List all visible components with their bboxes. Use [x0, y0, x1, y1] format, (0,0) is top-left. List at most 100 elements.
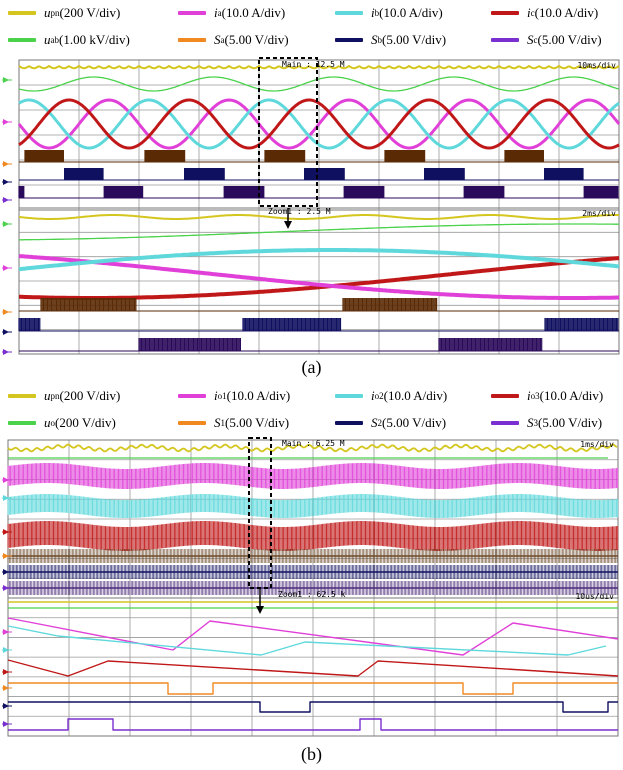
marker-b-s2 [2, 569, 12, 575]
trace-b-zoom-s2 [8, 701, 618, 713]
legend-symbol: i [214, 388, 218, 403]
legend-unit: (200 V/div) [59, 388, 121, 403]
legend-symbol: i [371, 5, 375, 20]
trace-a-main-upn [18, 65, 620, 70]
caption-a: (a) [301, 357, 322, 377]
legend-subscript: b [377, 35, 383, 45]
scope-label: Main : 6.25 M [282, 439, 345, 448]
legend-subscript: c [530, 8, 535, 18]
legend-unit: (200 V/div) [59, 5, 121, 20]
legend-subscript: pn [50, 391, 60, 401]
marker-a-zoom-sb [2, 329, 12, 335]
scope-grid [7, 597, 619, 737]
marker-b-io1 [2, 477, 12, 483]
marker-b-s3 [2, 585, 12, 591]
legend-symbol: i [371, 388, 375, 403]
trace-b-zoom-io2 [7, 625, 607, 656]
legend-subscript: b [374, 8, 380, 18]
legend-symbol: S [527, 415, 534, 430]
zoom-arrowhead-b [256, 606, 264, 614]
legend-unit: (10.0 A/div) [221, 5, 286, 20]
trace-a-main-uab [18, 76, 620, 92]
trace-b-zoom-s1 [8, 682, 618, 695]
legend-item-upn: u pn (200 V/div) [8, 4, 120, 22]
legend-swatch [178, 38, 206, 42]
legend-swatch [8, 394, 36, 398]
legend-unit: (5.00 V/div) [537, 32, 602, 47]
legend-subscript: o1 [217, 391, 227, 401]
legend-item-io1: i o1 (10.0 A/div) [178, 387, 290, 405]
marker-a-zoom-i [2, 265, 12, 271]
marker-a-zoom-sc [2, 349, 12, 355]
legend-unit: (10.0 A/div) [534, 5, 599, 20]
caption-b: (b) [301, 744, 322, 764]
legend-symbol: S [527, 32, 534, 47]
legend-swatch [8, 38, 36, 42]
marker-b-zoom-io2 [2, 647, 12, 653]
legend-swatch [178, 421, 206, 425]
legend-symbol: i [527, 388, 531, 403]
trace-a-main-sb [63, 168, 584, 180]
scope-panel-b: Main : 6.25 M 1ms/div Zoom1 : 62.5 k 10us/d… [0, 436, 623, 741]
scope-label: Main : 12.5 M [282, 60, 345, 69]
marker-a-i [2, 119, 12, 125]
scope-label: 1ms/div [580, 440, 614, 449]
scope-a-svg: Main : 12.5 M 10ms/div Zoom1 : 2.5 M 2ms/di… [2, 57, 621, 355]
trace-a-main-sc [18, 186, 619, 198]
marker-b-zoom-io3 [2, 669, 12, 675]
trace-b-main-io1 [7, 463, 619, 489]
legend-unit: (10.0 A/div) [226, 388, 291, 403]
trace-b-zoom-io3 [7, 659, 619, 677]
legend-unit: (10.0 A/div) [383, 388, 448, 403]
scope-label: 10ms/div [577, 61, 616, 70]
legend-swatch [8, 11, 36, 15]
trace-b-main-io2 [7, 494, 619, 518]
legend-swatch [178, 394, 206, 398]
legend-swatch [491, 421, 519, 425]
legend-subscript: ab [50, 35, 60, 45]
scope-label: 10us/div [575, 592, 614, 601]
trace-a-zoom-sb [18, 318, 619, 331]
trace-a-main-ib [18, 98, 620, 150]
legend-subscript: o [50, 418, 56, 428]
trace-a-zoom-ib [18, 248, 620, 272]
legend-swatch [491, 394, 519, 398]
legend-symbol: S [214, 32, 221, 47]
legend-symbol: i [214, 5, 218, 20]
scope-label: Zoom1 : 62.5 k [278, 590, 346, 599]
marker-b-s1 [2, 553, 12, 559]
legend-item-io3: i o3 (10.0 A/div) [491, 387, 603, 405]
marker-a-sc [2, 197, 12, 203]
legend-swatch [335, 38, 363, 42]
marker-b-zoom-s1 [2, 685, 12, 691]
legend-symbol: u [44, 5, 51, 20]
legend-unit: (5.00 V/div) [382, 32, 447, 47]
legend-item-upn: u pn (200 V/div) [8, 387, 120, 405]
trace-a-zoom-ic [19, 256, 620, 300]
legend-symbol: i [527, 5, 531, 20]
trace-b-main-upn [7, 443, 618, 453]
scope-label: 2ms/div [582, 209, 616, 218]
scope-panel-a: Main : 12.5 M 10ms/div Zoom1 : 2.5 M 2ms/di… [0, 54, 623, 359]
scope-label: Zoom1 : 2.5 M [268, 207, 331, 216]
marker-b-io2 [2, 495, 12, 501]
marker-b-zoom-s3 [2, 721, 12, 727]
trace-a-zoom-upn [18, 214, 619, 220]
legend-swatch [491, 38, 519, 42]
legend-subscript: c [533, 35, 538, 45]
trace-a-main-ia [17, 98, 621, 150]
trace-a-main-sa [24, 150, 544, 162]
legend-unit: (5.00 V/div) [538, 415, 603, 430]
legend-subscript: a [220, 35, 225, 45]
marker-b-zoom-io1 [2, 629, 12, 635]
trace-a-zoom-sa [40, 298, 438, 311]
legend-a-row-1: u pn (200 V/div) i a (10.0 A/div) i b (10.0 A… [0, 4, 623, 22]
legend-unit: (5.00 V/div) [224, 32, 289, 47]
